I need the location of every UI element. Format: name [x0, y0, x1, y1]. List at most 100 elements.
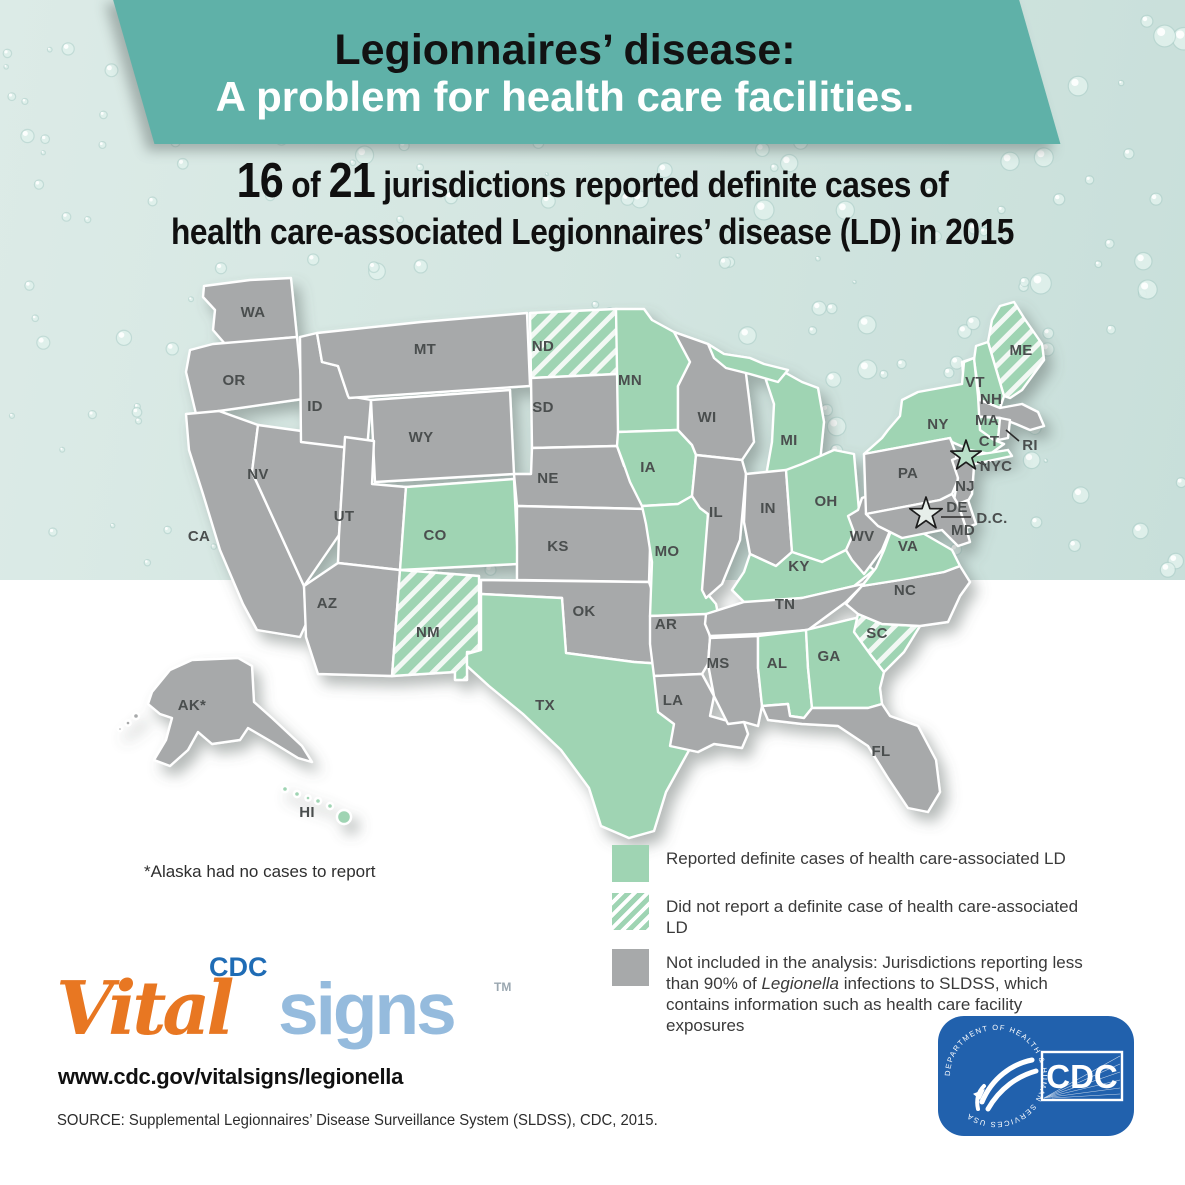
water-droplet — [815, 255, 821, 262]
state-label-SC: SC — [866, 625, 887, 642]
water-droplet — [444, 190, 458, 205]
state-shape-ME — [986, 300, 1046, 400]
cdc-hhs-logo: DEPARTMENT OF HEALTH & HUMAN SERVICES US… — [938, 1016, 1134, 1136]
water-droplet — [620, 191, 635, 206]
water-droplet — [1123, 148, 1135, 160]
water-droplet — [84, 216, 92, 224]
legend-label-not_reported: Did not report a definite case of health… — [666, 897, 1079, 937]
state-label-MO: MO — [655, 543, 680, 560]
legend-item-not_included: Not included in the analysis: Jurisdicti… — [612, 949, 1092, 1036]
state-shape-KS — [515, 504, 653, 584]
water-droplet — [857, 359, 878, 380]
water-droplet — [367, 261, 380, 274]
water-droplet — [835, 200, 856, 221]
title-line2: A problem for health care facilities. — [215, 73, 915, 120]
state-label-CT: CT — [979, 433, 1000, 450]
state-shape-MT — [315, 311, 532, 400]
water-droplet — [949, 355, 964, 370]
water-droplet — [1175, 477, 1185, 489]
state-label-WI: WI — [698, 409, 717, 426]
state-shape-TX — [465, 592, 704, 840]
water-droplet — [718, 256, 732, 269]
dc-star-icon — [908, 496, 944, 529]
state-label-MI: MI — [780, 432, 797, 449]
water-droplet — [354, 145, 375, 165]
water-droplet — [826, 416, 847, 437]
state-shape-WV — [844, 492, 894, 576]
water-droplet — [1042, 327, 1055, 340]
legend-item-not_reported: Did not report a definite case of health… — [612, 893, 1092, 938]
water-droplet — [8, 412, 16, 419]
state-label-KY: KY — [788, 558, 809, 575]
state-shape-HI-isle0 — [280, 784, 290, 794]
state-label-AR: AR — [655, 616, 677, 633]
state-label-NH: NH — [980, 391, 1002, 408]
state-shape-HI-isle5 — [335, 808, 353, 826]
water-droplet — [558, 240, 564, 246]
water-droplet — [769, 163, 779, 173]
water-droplet — [36, 335, 51, 350]
water-droplet — [40, 150, 46, 156]
state-label-LA: LA — [663, 692, 684, 709]
state-shape-AK-isle0 — [131, 711, 141, 721]
vitalsigns-logo-cdc: CDC — [209, 952, 268, 982]
water-droplet — [134, 417, 143, 425]
state-label-RI: RI — [1022, 437, 1038, 454]
water-droplet — [265, 190, 276, 202]
legend-item-reported: Reported definite cases of health care-a… — [612, 845, 1092, 882]
state-shape-AK-isle1 — [124, 719, 132, 727]
state-shape-HI-isle4 — [325, 801, 335, 811]
water-droplet — [165, 342, 180, 356]
water-droplet — [21, 97, 29, 106]
water-droplet — [779, 153, 799, 173]
state-shape-MO — [640, 494, 720, 618]
water-droplet — [1104, 238, 1115, 249]
water-droplet — [7, 92, 17, 102]
stat-number-16: 16 — [236, 154, 284, 208]
water-droplet — [307, 253, 320, 266]
stat-number-21: 21 — [328, 154, 376, 208]
water-droplet — [20, 128, 35, 144]
water-droplet — [1140, 14, 1154, 28]
title-line1: Legionnaires’ disease: — [334, 26, 796, 74]
state-shape-HI-isle2 — [304, 794, 312, 802]
state-label-TN: TN — [775, 596, 796, 613]
water-droplet — [738, 326, 757, 345]
legend-swatch-reported — [612, 845, 649, 882]
water-droplet — [413, 259, 428, 274]
water-droplet — [1030, 516, 1043, 529]
water-droplet — [61, 211, 72, 222]
water-droplet — [754, 142, 770, 158]
water-droplet — [1022, 451, 1041, 470]
state-label-IL: IL — [709, 504, 723, 521]
legend-label-not_included: Not included in the analysis: Jurisdicti… — [666, 953, 1083, 1035]
water-droplet — [1159, 561, 1176, 578]
vitalsigns-logo: Vital CDC signs TM — [56, 952, 511, 1057]
state-shape-AK — [146, 656, 314, 768]
state-label-OR: OR — [222, 372, 245, 389]
water-droplet — [24, 280, 35, 291]
state-label-OK: OK — [572, 603, 595, 620]
cdc-wordmark-box: CDC — [1040, 1050, 1124, 1102]
water-droplet — [1134, 251, 1153, 271]
state-label-WV: WV — [850, 528, 875, 545]
water-droplet — [544, 172, 549, 177]
water-droplet — [943, 367, 955, 379]
state-label-VT: VT — [965, 374, 985, 391]
state-label-MN: MN — [618, 372, 642, 389]
state-label-VA: VA — [898, 538, 918, 555]
water-droplet — [131, 406, 143, 418]
vitalsigns-logo-signs: signs — [278, 969, 457, 1050]
state-label-CO: CO — [423, 527, 446, 544]
state-label-CA: CA — [188, 528, 210, 545]
vitalsigns-url-link[interactable]: www.cdc.gov/vitalsigns/legionella — [58, 1064, 404, 1089]
state-label-DC: D.C. — [976, 510, 1007, 527]
state-label-ND: ND — [532, 338, 554, 355]
state-label-AZ: AZ — [317, 595, 338, 612]
water-droplet — [147, 196, 158, 207]
water-droplet — [1052, 193, 1066, 206]
state-label-MD: MD — [951, 522, 975, 539]
nyc-leader-line — [976, 461, 987, 466]
water-droplet — [188, 296, 195, 303]
